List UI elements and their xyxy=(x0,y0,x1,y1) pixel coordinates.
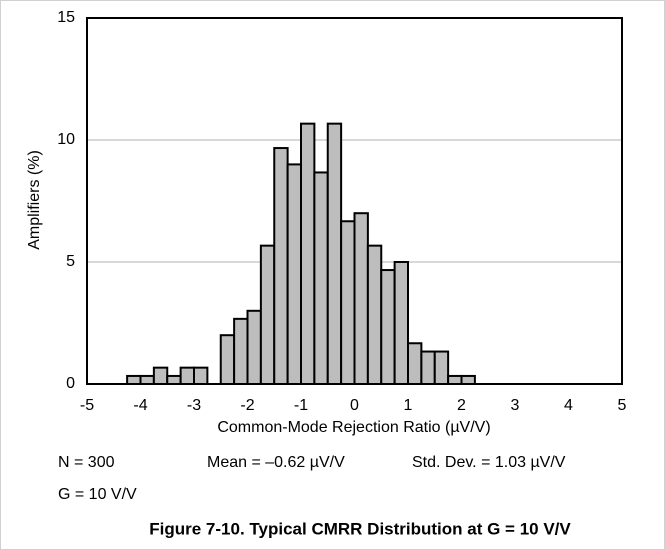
bar xyxy=(380,269,396,385)
bar xyxy=(433,350,450,386)
bar xyxy=(407,342,423,386)
x-tick-label: -3 xyxy=(187,397,201,414)
x-tick-label: 5 xyxy=(618,397,627,414)
x-tick-label: 1 xyxy=(404,397,413,414)
x-tick-label: -1 xyxy=(294,397,308,414)
y-axis-label: Amplifiers (%) xyxy=(26,150,43,250)
bar xyxy=(139,374,155,385)
bar xyxy=(152,366,169,386)
bar xyxy=(340,220,356,385)
bar xyxy=(460,374,476,385)
bar xyxy=(246,309,262,385)
bar xyxy=(326,122,343,385)
y-tick-label: 15 xyxy=(57,9,75,26)
y-tick-label: 10 xyxy=(57,131,75,148)
bar xyxy=(259,244,276,385)
y-tick-label: 5 xyxy=(66,253,75,270)
bar xyxy=(393,261,409,385)
caption: Figure 7-10. Typical CMRR Distribution a… xyxy=(149,519,571,538)
bar xyxy=(273,147,289,385)
plot-frame xyxy=(86,17,623,385)
bar xyxy=(286,163,302,385)
bar xyxy=(166,374,182,385)
bar xyxy=(300,122,316,385)
x-axis-label: Common-Mode Rejection Ratio (µV/V) xyxy=(217,419,490,436)
x-tick-label: -2 xyxy=(240,397,254,414)
bar xyxy=(179,366,195,386)
bar xyxy=(126,374,142,385)
bar xyxy=(353,212,369,385)
bar xyxy=(313,171,329,385)
x-tick-label: 2 xyxy=(457,397,466,414)
bar xyxy=(233,317,249,385)
bar xyxy=(447,374,463,385)
annotation: Mean = –0.62 µV/V xyxy=(207,454,345,471)
bar xyxy=(219,334,236,386)
bar xyxy=(420,350,436,386)
x-tick-label: -4 xyxy=(133,397,147,414)
x-tick-label: 3 xyxy=(511,397,520,414)
x-tick-label: -5 xyxy=(80,397,94,414)
annotation: N = 300 xyxy=(58,454,115,471)
x-tick-label: 0 xyxy=(350,397,359,414)
bar xyxy=(193,366,209,386)
annotation: Std. Dev. = 1.03 µV/V xyxy=(412,454,566,471)
annotation: G = 10 V/V xyxy=(58,486,137,503)
y-tick-label: 0 xyxy=(66,375,75,392)
bar xyxy=(366,244,383,385)
x-tick-label: 4 xyxy=(564,397,573,414)
